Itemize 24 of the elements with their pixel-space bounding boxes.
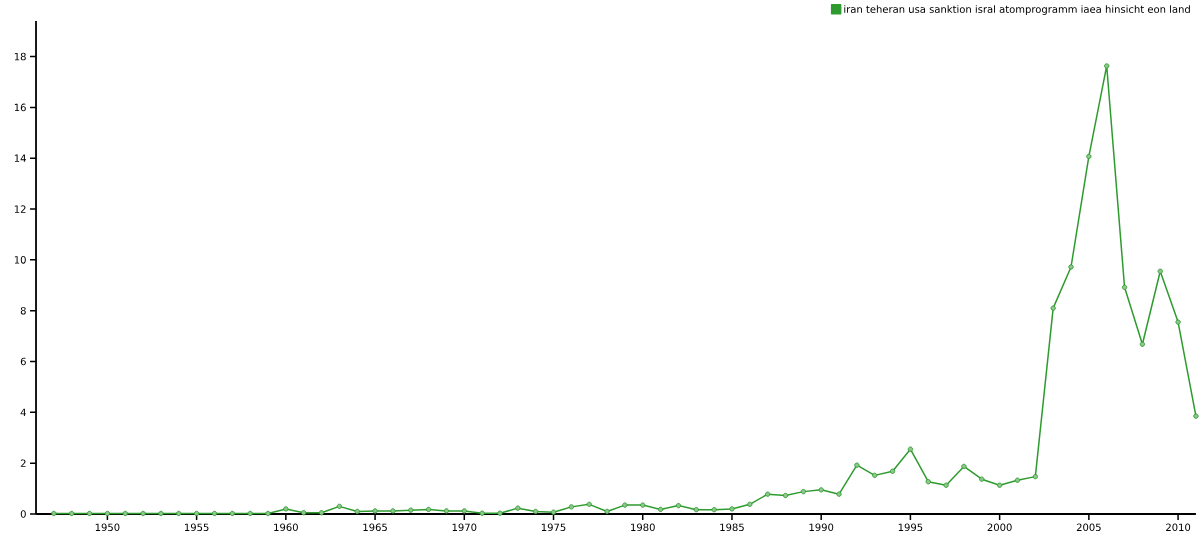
x-tick-label: 2010 (1166, 523, 1191, 532)
y-tick-label: 6 (20, 357, 26, 366)
x-tick-label: 1960 (274, 523, 298, 532)
y-tick-label: 10 (14, 256, 26, 264)
legend-label: iran teheran usa sanktion isral atomprogramm iaea hinsicht eon land (844, 5, 1190, 15)
x-tick-label: 2000 (987, 523, 1012, 532)
x-tick-label: 2005 (1076, 523, 1101, 532)
x-tick-label: 1965 (363, 523, 387, 532)
x-tick-label: 1995 (898, 523, 923, 532)
y-tick-label: 12 (14, 205, 26, 213)
x-tick-label: 1955 (184, 523, 209, 532)
y-tick-label: 2 (20, 459, 26, 467)
x-tick-label: 1975 (541, 523, 566, 532)
y-tick-label: 16 (14, 103, 26, 112)
x-tick-label: 1970 (452, 523, 477, 532)
y-tick-label: 14 (14, 154, 26, 162)
x-tick-label: 1980 (631, 523, 655, 532)
x-tick-label: 1950 (95, 523, 120, 532)
y-tick-label: 4 (20, 408, 26, 416)
y-tick-label: 0 (20, 510, 26, 518)
x-tick-label: 1985 (720, 523, 744, 532)
y-tick-label: 18 (14, 52, 26, 61)
x-tick-label: 1990 (809, 523, 834, 532)
y-tick-label: 8 (20, 306, 26, 315)
